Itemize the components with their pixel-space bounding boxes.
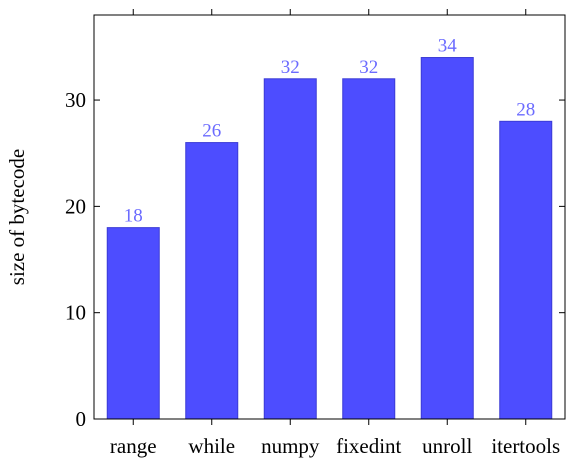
y-tick-label: 0 <box>76 407 87 431</box>
y-axis-title: size of bytecode <box>5 149 29 285</box>
bar-value-label-itertools: 28 <box>516 99 535 120</box>
y-tick-label: 10 <box>65 301 86 325</box>
x-tick-label-fixedint: fixedint <box>336 434 401 458</box>
bar-value-label-unroll: 34 <box>438 36 458 57</box>
bar-value-labels: 18 26 32 32 34 28 <box>124 36 536 227</box>
x-tick-label-numpy: numpy <box>261 434 320 458</box>
bar-unroll <box>420 57 474 420</box>
bar-value-label-range: 18 <box>124 206 143 227</box>
x-tick-label-itertools: itertools <box>491 434 560 458</box>
bar-value-label-numpy: 32 <box>281 57 300 78</box>
bar-fixedint <box>342 78 396 420</box>
bars <box>106 57 553 420</box>
bar-itertools <box>499 120 553 420</box>
x-axis-labels: range while numpy fixedint unroll itertools <box>110 434 560 458</box>
bar-while <box>185 142 239 420</box>
x-tick-label-while: while <box>188 434 235 458</box>
bar-value-label-fixedint: 32 <box>359 57 378 78</box>
bar-numpy <box>263 78 317 420</box>
y-tick-label: 30 <box>65 88 86 112</box>
x-tick-label-unroll: unroll <box>422 434 472 458</box>
bottom-ticks <box>132 419 527 425</box>
plot-frame <box>93 14 566 420</box>
x-tick-label-range: range <box>110 434 157 458</box>
top-ticks <box>132 9 527 15</box>
y-tick-label: 20 <box>65 194 86 218</box>
bar-range <box>106 227 160 420</box>
bar-value-label-while: 26 <box>202 121 221 142</box>
